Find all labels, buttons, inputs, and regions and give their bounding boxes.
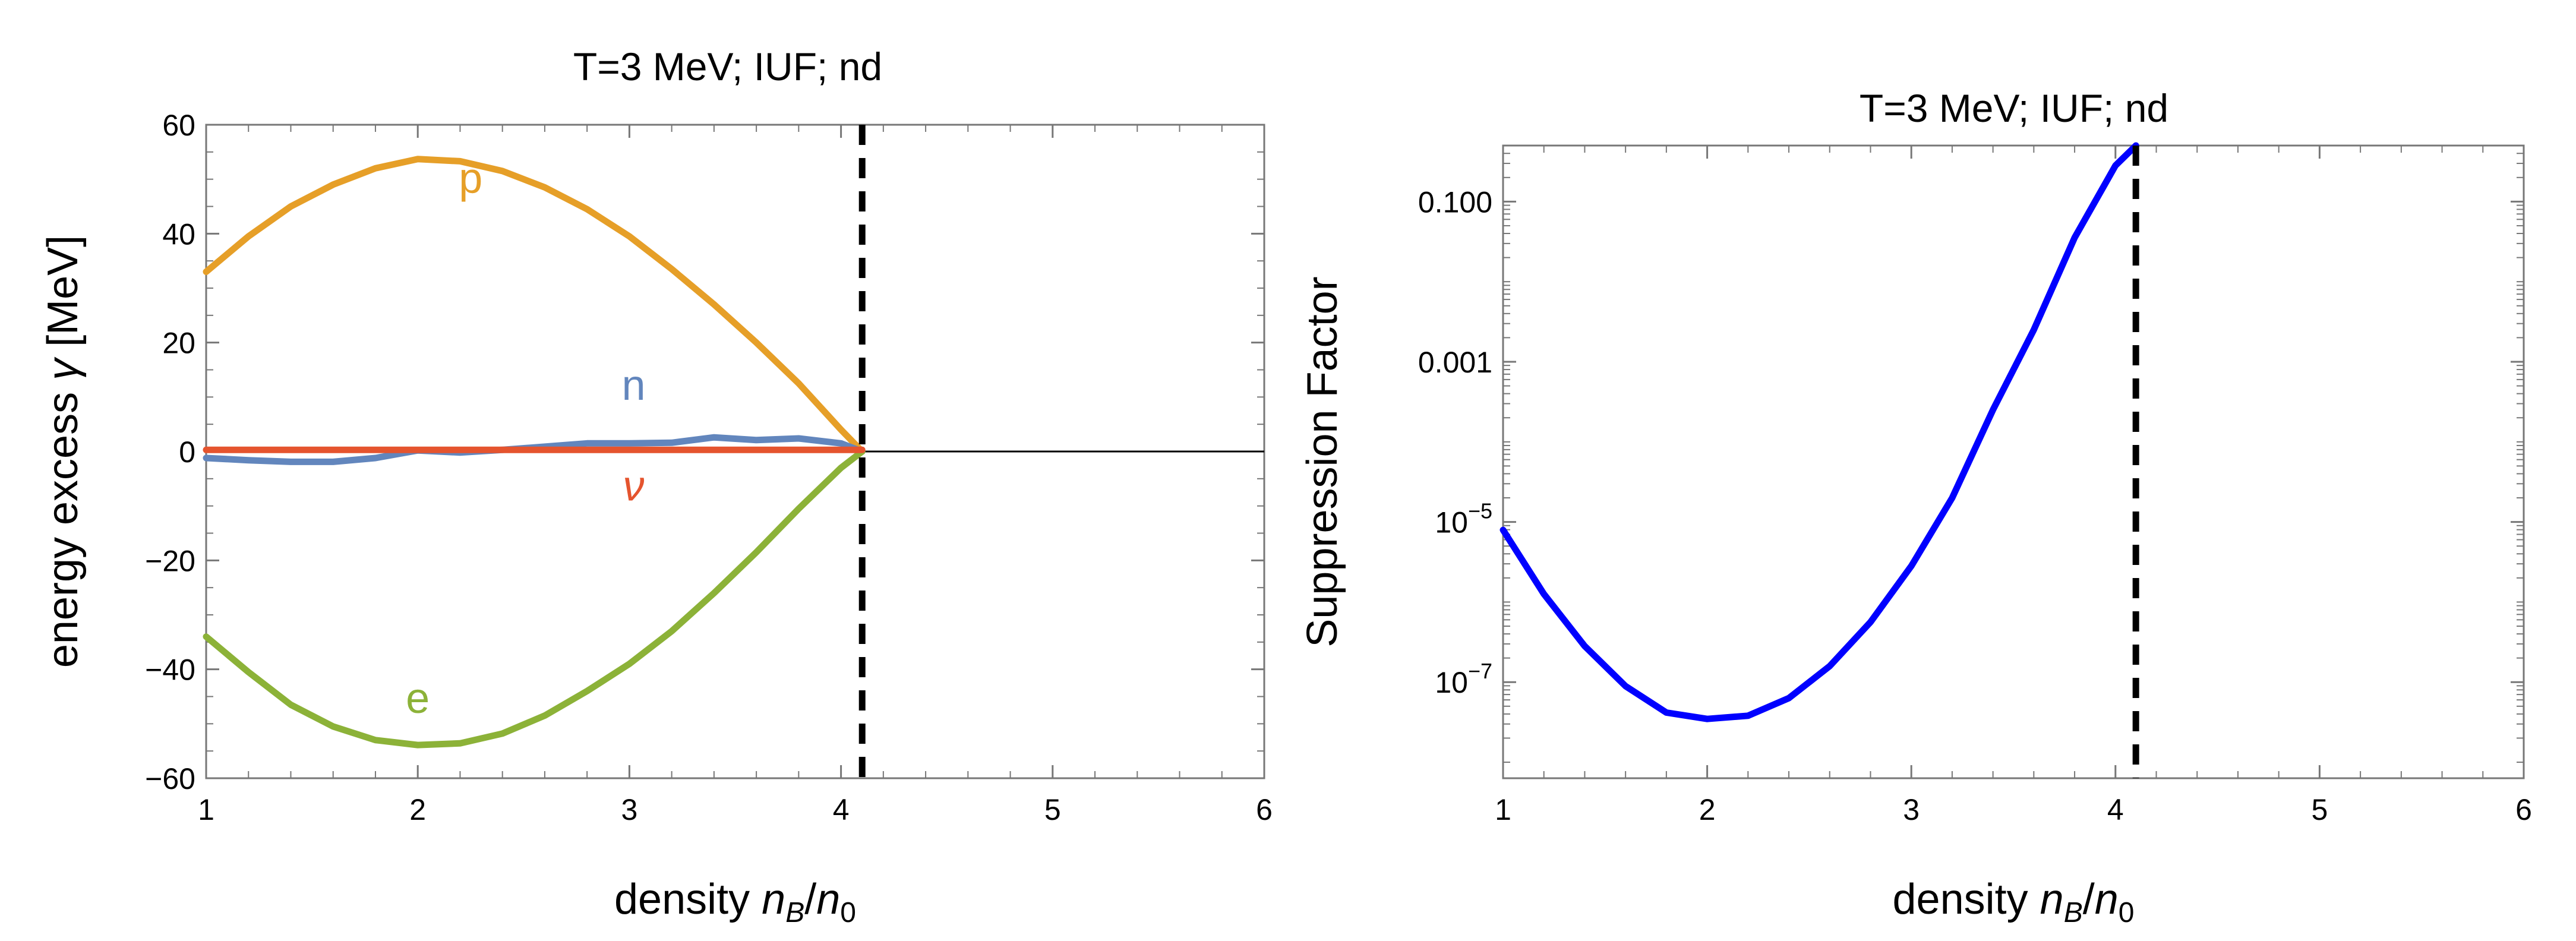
- chart-suppression-factor: 1 2 3 4 5 6 10−7 10−5 0.001 0.100 T=3 MeV; IUF; nd…: [1299, 86, 2532, 929]
- series-label: ν: [623, 463, 645, 510]
- x-tick-label: 1: [1495, 793, 1511, 826]
- x-tick-label: 3: [1903, 793, 1920, 826]
- x-tick-label: 3: [621, 793, 637, 826]
- chart-energy-excess: 1 2 3 4 5 6 −60 −40 −20 0 20 40 60 p n e ν T=3 MeV; IUF; …: [39, 45, 1273, 929]
- y-tick-label: 0.001: [1418, 346, 1492, 379]
- chart-title: T=3 MeV; IUF; nd: [573, 45, 882, 89]
- x-tick-label: 2: [1699, 793, 1716, 826]
- x-axis-label: density nB/n0: [614, 876, 856, 929]
- series-line-p: [203, 156, 866, 455]
- y-tick-label: 10−5: [1435, 499, 1492, 539]
- x-tick-label: 5: [2311, 793, 2328, 826]
- y-tick-label: −60: [145, 762, 195, 795]
- y-tick-label: 60: [162, 109, 195, 142]
- x-tick-label: 6: [1256, 793, 1273, 826]
- y-tick-label: −40: [145, 653, 195, 687]
- plot-frame: [1502, 144, 2525, 779]
- series-label: n: [622, 362, 646, 409]
- y-tick-label: −20: [145, 544, 195, 577]
- y-tick-label: 20: [162, 327, 195, 360]
- series-label: p: [459, 155, 482, 203]
- y-tick-label: 40: [162, 217, 195, 251]
- y-axis-label: energy excess γ [MeV]: [39, 235, 87, 668]
- x-tick-label: 5: [1044, 793, 1061, 826]
- series-line-suppression: [1499, 142, 2139, 722]
- x-axis-label: density nB/n0: [1893, 876, 2135, 929]
- x-tick-label: 1: [198, 793, 214, 826]
- series-line-e: [203, 448, 866, 749]
- y-tick-label: 10−7: [1435, 659, 1492, 699]
- y-tick-label: 0.100: [1418, 185, 1492, 219]
- y-axis-label: Suppression Factor: [1299, 276, 1346, 647]
- x-tick-label: 4: [833, 793, 850, 826]
- series-label: e: [406, 675, 430, 722]
- x-tick-label: 6: [2515, 793, 2532, 826]
- x-tick-label: 4: [2107, 793, 2124, 826]
- chart-title: T=3 MeV; IUF; nd: [1860, 86, 2168, 130]
- x-tick-label: 2: [409, 793, 426, 826]
- y-tick-label: 0: [179, 435, 195, 469]
